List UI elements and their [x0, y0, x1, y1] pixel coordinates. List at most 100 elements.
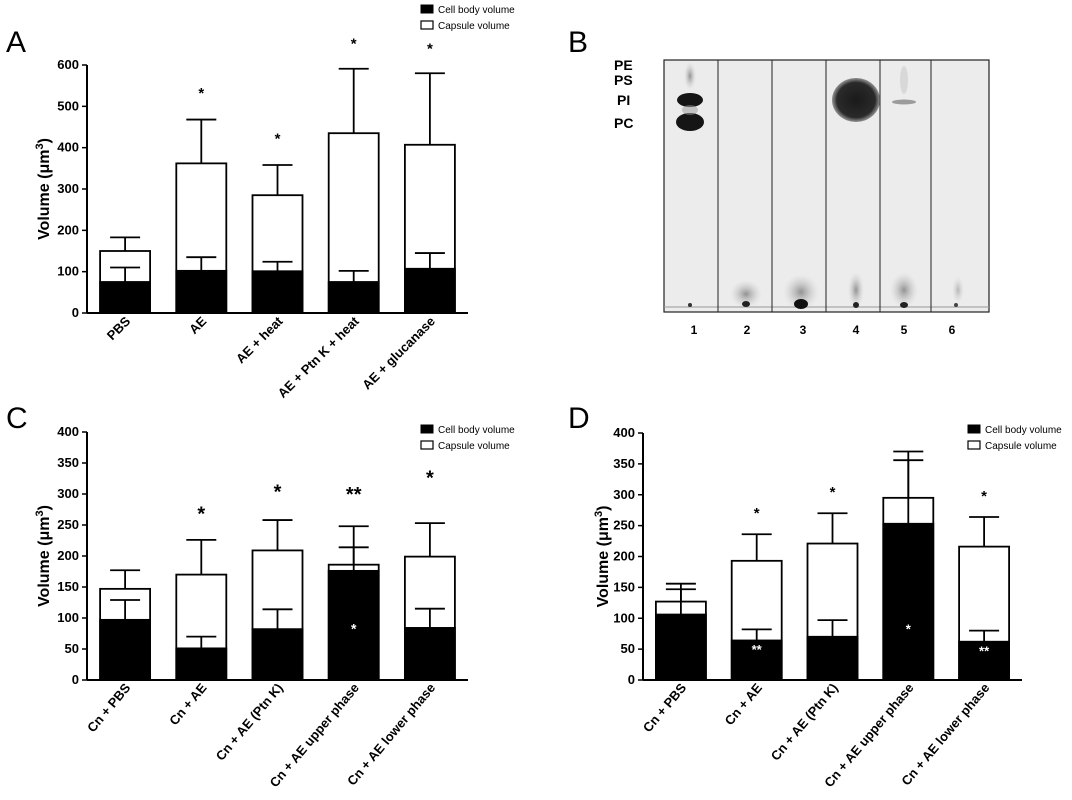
y-axis-label: Volume (μm3): [34, 138, 53, 240]
tlc-origin-spot: [848, 272, 864, 308]
y-tick-label: 150: [57, 579, 79, 594]
y-tick-label: 300: [613, 487, 635, 502]
significance-marker: *: [981, 488, 987, 505]
bar-cell-body-volume: [403, 267, 456, 314]
bar-cell-body-volume: [327, 569, 380, 681]
category-label: Cn + PBS: [84, 680, 134, 735]
tlc-origin-spot: [890, 272, 918, 308]
y-axis-label: Volume (μm3): [593, 506, 612, 608]
lane-number: 1: [691, 323, 698, 337]
bar-cell-body-volume: [403, 627, 456, 681]
tlc-plate-panel-b: PE PS PI PC 1 2 3 4 5 6: [614, 57, 990, 337]
lane-number: 4: [853, 323, 860, 337]
y-tick-label: 400: [57, 424, 79, 439]
significance-marker: *: [351, 621, 357, 637]
legend-swatch-capsule: [420, 20, 434, 30]
tlc-origin-spot: [730, 280, 762, 308]
lipid-label-ps: PS: [614, 72, 633, 88]
bar-cell-body-volume: [655, 613, 707, 681]
legend-label: Cell body volume: [438, 5, 515, 16]
y-axis-label: Volume (μm3): [34, 505, 53, 607]
y-tick-label: 100: [57, 610, 79, 625]
y-tick-label: 350: [57, 455, 79, 470]
category-label: AE + glucanase: [359, 314, 438, 393]
significance-marker: **: [979, 643, 990, 658]
y-tick-label: 250: [57, 517, 79, 532]
tlc-smear-lane5: [900, 66, 908, 94]
tlc-spot-lane1-pc: [676, 113, 704, 131]
legend-label: Capsule volume: [438, 441, 510, 452]
tlc-spot-lane4-pi: [832, 78, 880, 122]
lane-number: 3: [800, 323, 807, 337]
tlc-spot-lane1-pe: [684, 62, 696, 90]
tlc-spot-lane1-pi: [677, 93, 703, 107]
panel-letter-c: C: [6, 402, 28, 435]
bar-cell-body-volume: [882, 522, 935, 681]
bar-cell-body-volume: [99, 281, 151, 314]
significance-marker: *: [198, 85, 204, 102]
tlc-origin-spot: [742, 301, 750, 307]
chart-panel-a: 0 100 200 300 400 500 600 Volume (μm3) * * * * PBS AE…: [34, 4, 515, 401]
tlc-origin-spot: [853, 302, 859, 308]
y-tick-label: 200: [57, 222, 79, 237]
significance-marker: *: [274, 481, 282, 503]
lipid-label-pc: PC: [614, 115, 633, 131]
tlc-origin-spot: [954, 303, 958, 307]
y-tick-label: 250: [613, 518, 635, 533]
y-tick-label: 0: [72, 672, 79, 687]
panel-letter-d: D: [568, 402, 590, 435]
y-tick-label: 100: [57, 264, 79, 279]
category-label: PBS: [104, 313, 134, 343]
significance-marker: *: [906, 622, 912, 637]
y-tick-label: 350: [613, 456, 635, 471]
y-tick-label: 50: [65, 641, 79, 656]
legend-swatch-capsule: [967, 440, 981, 450]
lane-number: 6: [949, 323, 956, 337]
bar-cell-body-volume: [251, 270, 304, 314]
category-label: Cn + AE lower phase: [344, 680, 438, 788]
tlc-origin-spot: [794, 299, 808, 309]
y-tick-label: 400: [613, 425, 635, 440]
bar-cell-body-volume: [327, 281, 380, 314]
y-tick-label: 400: [57, 140, 79, 155]
y-tick-label: 200: [57, 548, 79, 563]
y-tick-label: 300: [57, 181, 79, 196]
significance-marker: *: [351, 35, 357, 52]
category-label: AE: [186, 313, 210, 337]
tlc-smear-lane1: [682, 105, 698, 115]
y-tick-label: 0: [628, 672, 635, 687]
legend-label: Cell body volume: [438, 425, 515, 436]
legend-swatch-cell-body: [967, 424, 981, 434]
bar-cell-body-volume: [99, 618, 151, 681]
bar-cell-body-volume: [251, 628, 304, 681]
tlc-origin-spot: [688, 303, 692, 307]
tlc-band-lane5: [892, 99, 916, 105]
significance-marker: *: [197, 504, 205, 526]
tlc-origin-spot: [952, 276, 964, 304]
tlc-origin-spot: [900, 302, 908, 308]
y-tick-label: 0: [72, 305, 79, 320]
significance-marker: *: [830, 484, 836, 501]
bar-cell-body-volume: [806, 635, 859, 681]
panel-letter-a: A: [6, 26, 26, 59]
category-label: Cn + AE lower phase: [898, 680, 992, 788]
y-tick-label: 500: [57, 98, 79, 113]
category-label: Cn + AE: [166, 680, 210, 728]
lane-number: 5: [901, 323, 908, 337]
legend-swatch-cell-body: [420, 424, 434, 434]
category-label: AE + heat: [233, 313, 286, 366]
legend-label: Capsule volume: [438, 21, 510, 32]
category-label: Cn + PBS: [640, 680, 690, 735]
significance-marker: *: [426, 468, 434, 490]
legend-label: Capsule volume: [985, 441, 1057, 452]
significance-marker: *: [275, 131, 281, 148]
significance-marker: **: [346, 484, 362, 506]
significance-marker: *: [427, 40, 433, 57]
bar-cell-body-volume: [175, 269, 228, 314]
legend-swatch-capsule: [420, 440, 434, 450]
lipid-label-pe: PE: [614, 57, 633, 73]
category-label: Cn + AE (Ptn K): [213, 680, 286, 763]
category-label: AE + Ptn K + heat: [275, 313, 363, 401]
